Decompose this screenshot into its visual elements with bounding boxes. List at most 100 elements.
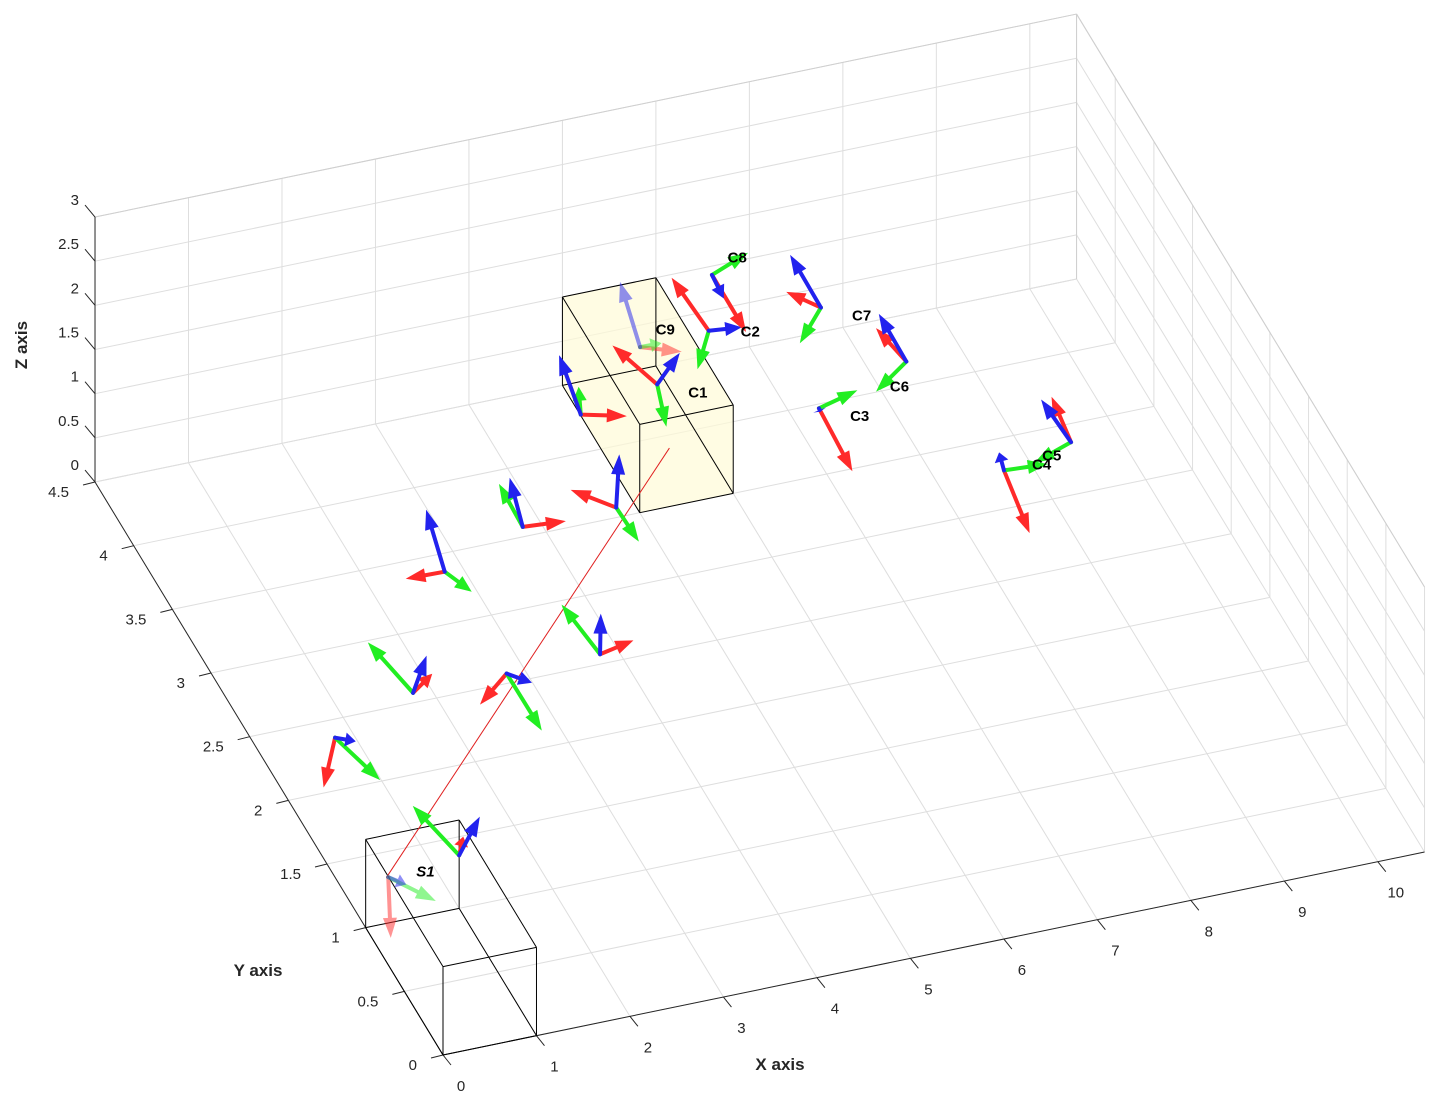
x-axis-arrow bbox=[479, 671, 509, 705]
x-tick-mark bbox=[910, 958, 919, 969]
z-axis-arrow bbox=[593, 613, 608, 657]
x-axis-arrow bbox=[321, 735, 338, 788]
x-tick-mark bbox=[723, 996, 732, 1008]
x-tick-label: 9 bbox=[1298, 904, 1306, 921]
x-axis-arrow bbox=[598, 640, 634, 657]
frame-layer bbox=[321, 252, 1074, 938]
y-tick-mark bbox=[198, 672, 212, 677]
z-axis-arrow bbox=[559, 355, 583, 417]
target-box-face bbox=[562, 277, 734, 425]
y-tick-mark bbox=[276, 799, 289, 804]
x-tick-mark bbox=[1190, 900, 1200, 911]
z-tick-mark bbox=[84, 204, 96, 218]
right-wall-gridline-z bbox=[1076, 278, 1425, 853]
back-wall-gridline-z bbox=[94, 146, 1077, 351]
floor-gridline-x bbox=[842, 327, 1192, 901]
x-tick-mark bbox=[1283, 880, 1293, 892]
floor-gridline-y bbox=[326, 660, 1309, 865]
z-tick-mark bbox=[84, 381, 96, 395]
z-axis-arrow bbox=[333, 732, 356, 747]
grid-layer bbox=[94, 13, 1426, 1056]
sensor-box-edge bbox=[458, 908, 537, 1036]
floor-gridline-y bbox=[210, 469, 1193, 674]
x-tick-label: 8 bbox=[1205, 923, 1213, 940]
z-tick-mark bbox=[84, 425, 96, 439]
y-tick-mark bbox=[82, 481, 96, 486]
x-tick-label: 3 bbox=[737, 1020, 745, 1037]
y-tick-mark bbox=[314, 863, 328, 868]
target-box-face bbox=[655, 277, 734, 494]
right-top-edge bbox=[1076, 13, 1425, 588]
floor-gridline-y bbox=[404, 787, 1386, 992]
frame-label-c9: C9 bbox=[656, 322, 675, 339]
y-tick-label: 1.5 bbox=[280, 866, 301, 883]
x-tick-label: 6 bbox=[1018, 962, 1026, 979]
sensor-box-edge bbox=[442, 1035, 537, 1056]
z-axis-arrow bbox=[790, 254, 823, 310]
back-wall-gridline-z bbox=[94, 101, 1077, 306]
y-axis-arrow bbox=[561, 604, 603, 657]
y-tick-mark bbox=[353, 927, 366, 932]
x-axis-label: X axis bbox=[755, 1055, 804, 1074]
frame-label-c1: C1 bbox=[688, 384, 707, 401]
z-axis-arrow bbox=[611, 454, 626, 510]
y-tick-mark bbox=[121, 545, 134, 550]
y-axis-arrow bbox=[696, 328, 711, 370]
z-axis-arrow bbox=[619, 281, 643, 350]
right-wall-gridline-z bbox=[1076, 234, 1425, 809]
x-axis-arrow bbox=[1001, 468, 1030, 534]
x-tick-label: 7 bbox=[1111, 943, 1119, 960]
x-tick-mark bbox=[536, 1035, 545, 1046]
z-axis-label: Z axis bbox=[12, 321, 31, 369]
z-axis-arrow bbox=[411, 655, 427, 695]
sensor-box-edge bbox=[365, 907, 460, 929]
y-tick-mark bbox=[237, 736, 250, 741]
z-axis-arrow bbox=[994, 452, 1009, 473]
z-tick-mark bbox=[84, 293, 96, 306]
y-axis-arrow bbox=[876, 359, 909, 392]
target-box-edge bbox=[655, 365, 734, 494]
target-box-face bbox=[639, 405, 734, 513]
z-tick-label: 0 bbox=[71, 457, 79, 474]
floor-gridline-x bbox=[1029, 288, 1379, 862]
x-axis-arrow bbox=[612, 345, 660, 387]
z-axis-arrow bbox=[386, 874, 407, 888]
right-wall-gridline-z bbox=[1076, 146, 1425, 720]
y-tick-label: 4 bbox=[99, 548, 107, 565]
target-box-edge bbox=[562, 277, 656, 298]
sensor-box-edge bbox=[458, 819, 537, 948]
x-tick-label: 2 bbox=[644, 1039, 652, 1056]
y-axis-arrow bbox=[333, 735, 381, 781]
frame-label-c2: C2 bbox=[741, 323, 760, 340]
y-axis-arrow bbox=[1001, 459, 1048, 474]
frame-label-c4: C4 bbox=[1032, 457, 1052, 474]
y-tick-label: 4.5 bbox=[48, 484, 69, 501]
x-tick-mark bbox=[1096, 919, 1106, 931]
x-tick-label: 1 bbox=[550, 1059, 558, 1076]
back-top-edge bbox=[94, 13, 1077, 218]
frame-label-c3: C3 bbox=[850, 408, 869, 425]
target-box-edge bbox=[639, 492, 734, 514]
x-tick-label: 10 bbox=[1387, 885, 1404, 902]
right-wall-gridline-z bbox=[1076, 190, 1425, 764]
x-axis-arrow bbox=[405, 568, 447, 583]
y-axis-arrow bbox=[799, 305, 823, 344]
x-axis-line bbox=[442, 851, 1425, 1056]
z-axis-arrow bbox=[504, 671, 532, 685]
y-axis-arrow bbox=[504, 671, 542, 731]
back-wall-gridline-z bbox=[94, 57, 1077, 262]
y-tick-label: 3 bbox=[177, 675, 185, 692]
z-axis-arrow bbox=[878, 313, 909, 364]
y-tick-label: 0 bbox=[409, 1057, 417, 1074]
target-box-face bbox=[562, 277, 656, 386]
sensor-box-edge bbox=[442, 946, 537, 968]
y-tick-mark bbox=[160, 608, 173, 613]
x-tick-label: 5 bbox=[924, 981, 932, 998]
x-tick-label: 0 bbox=[457, 1078, 465, 1095]
y-tick-mark bbox=[430, 1054, 444, 1059]
y-axis-arrow bbox=[816, 390, 858, 411]
floor-gridline-y bbox=[288, 596, 1270, 801]
sensor-box-edge bbox=[365, 927, 444, 1056]
z-tick-mark bbox=[84, 337, 96, 350]
